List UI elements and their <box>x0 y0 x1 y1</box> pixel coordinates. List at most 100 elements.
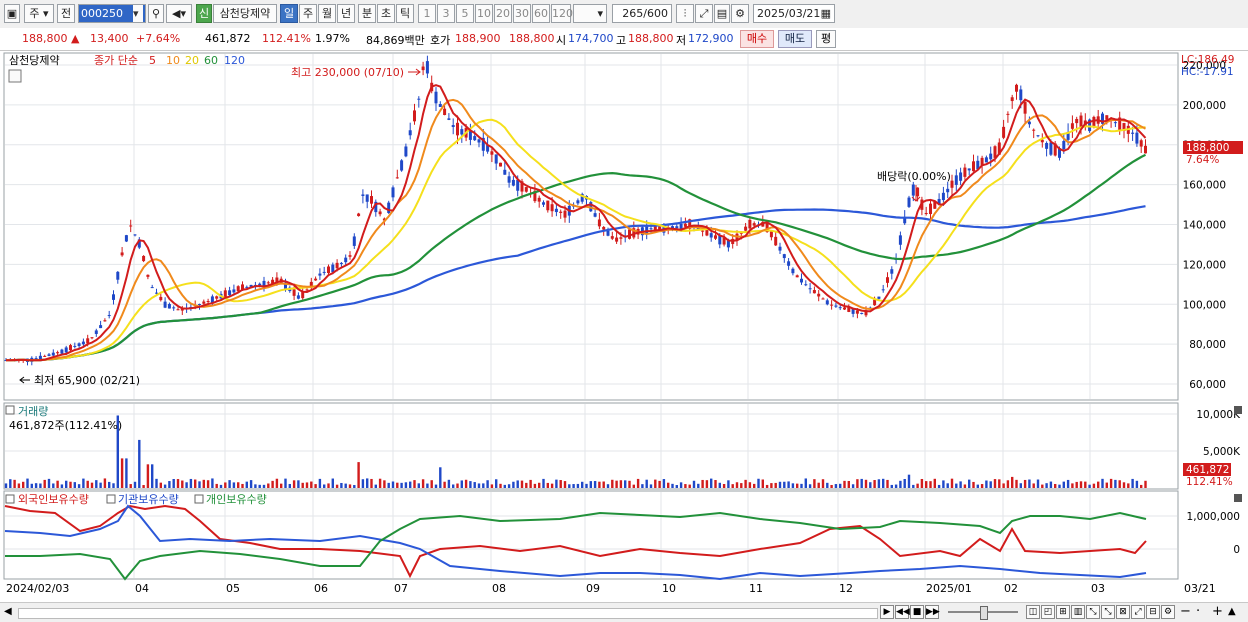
volume-bar <box>606 484 610 488</box>
volume-bar <box>585 483 588 488</box>
rewind-icon[interactable]: ◀◀ <box>895 605 910 619</box>
sell-button[interactable]: 매도 <box>778 30 812 48</box>
scroll-left-icon[interactable]: ◀ <box>4 606 12 617</box>
candle-body <box>821 298 825 300</box>
volume-bar <box>65 480 68 488</box>
volume-bar <box>473 482 476 488</box>
candle-type-icon[interactable]: ⫶ <box>676 4 694 23</box>
scroll-right-icon[interactable]: ▶ <box>880 605 894 619</box>
volume-bar <box>611 479 614 488</box>
period-minute-button[interactable]: 분 <box>358 4 376 23</box>
zoom-slider-handle[interactable] <box>980 606 988 620</box>
interval-30-button[interactable]: 30 <box>513 4 531 23</box>
current-price-tag <box>1183 141 1243 154</box>
tool-1-icon[interactable]: ◫ <box>1026 605 1040 619</box>
zoom-reset-icon[interactable]: · <box>1196 604 1201 619</box>
candle-body <box>550 204 554 212</box>
zoom-out-icon[interactable]: − <box>1180 604 1191 619</box>
volume-bar <box>774 482 777 488</box>
candle-body <box>653 225 657 231</box>
period-prefix-button[interactable]: 전 <box>57 4 75 23</box>
candle-body <box>705 229 709 236</box>
stock-chart[interactable]: 2024/02/03 04 05 06 07 08 09 10 11 12 2025/01 02 032… <box>0 51 1248 603</box>
interval-1-button[interactable]: 1 <box>418 4 436 23</box>
candle-body <box>486 144 490 152</box>
volume-bar <box>52 483 55 488</box>
period-week-button[interactable]: 주 <box>299 4 317 23</box>
tool-10-icon[interactable]: ⚙ <box>1161 605 1175 619</box>
candle-body <box>580 193 584 202</box>
candle-body <box>1122 123 1126 131</box>
bottom-scrollbar[interactable]: ◀ ▶ ◀◀ ■ ▶▶ ◫ ◰ ⊞ ▥ ⤡ ⤡ ⊠ ⤢ ⊟ ⚙ − · + ▲ <box>0 602 1248 622</box>
stock-code-input[interactable]: 000250 ▾ <box>78 4 146 23</box>
candle-body <box>245 286 249 288</box>
zoom-in-icon[interactable]: + <box>1212 604 1223 619</box>
interval-10-button[interactable]: 10 <box>475 4 493 23</box>
period-second-button[interactable]: 초 <box>377 4 395 23</box>
gear-icon[interactable]: ⚙ <box>731 4 749 23</box>
speaker-icon[interactable]: ◀▾ <box>166 4 192 23</box>
volume-panel-close-icon[interactable] <box>1234 406 1242 414</box>
interval-dropdown[interactable]: ▾ <box>573 4 607 23</box>
tool-4-icon[interactable]: ▥ <box>1071 605 1085 619</box>
volume-bar <box>404 482 408 488</box>
tool-8-icon[interactable]: ⤢ <box>1131 605 1145 619</box>
interval-3-button[interactable]: 3 <box>437 4 455 23</box>
volume-panel[interactable] <box>3 402 1179 490</box>
market-type-select[interactable]: 주 ▾ <box>24 4 54 23</box>
stop-icon[interactable]: ■ <box>910 605 924 619</box>
volume-bar <box>593 481 597 488</box>
tool-9-icon[interactable]: ⊟ <box>1146 605 1160 619</box>
volume-bar <box>735 482 739 488</box>
tool-6-icon[interactable]: ⤡ <box>1101 605 1115 619</box>
interval-60-button[interactable]: 60 <box>532 4 550 23</box>
period-month-button[interactable]: 월 <box>318 4 336 23</box>
tool-3-icon[interactable]: ⊞ <box>1056 605 1070 619</box>
calendar-icon[interactable]: ▦ <box>820 7 831 20</box>
volume-panel-toggle-icon[interactable] <box>5 405 15 415</box>
date-input[interactable]: 2025/03/21 ▦ <box>753 4 835 23</box>
legend-institution-toggle-icon[interactable] <box>106 494 116 504</box>
candle-body <box>963 167 967 177</box>
market-type-label: 주 <box>29 7 40 20</box>
eval-button[interactable]: 평 <box>816 30 836 48</box>
tool-2-icon[interactable]: ◰ <box>1041 605 1055 619</box>
volume-bar <box>912 484 915 488</box>
tool-5-icon[interactable]: ⤡ <box>1086 605 1100 619</box>
period-day-button[interactable]: 일 <box>280 4 298 23</box>
volume-bar <box>1075 481 1078 488</box>
layout-icon[interactable]: ▣ <box>4 4 20 23</box>
volume-bar <box>507 484 511 488</box>
candle-body <box>301 291 305 299</box>
buy-button[interactable]: 매수 <box>740 30 774 48</box>
volume-bar <box>1140 484 1143 488</box>
tool-7-icon[interactable]: ⊠ <box>1116 605 1130 619</box>
legend-individual-toggle-icon[interactable] <box>194 494 204 504</box>
candle-body <box>124 235 128 242</box>
holdings-panel-toggle-icon[interactable] <box>5 494 15 504</box>
interval-20-button[interactable]: 20 <box>494 4 512 23</box>
search-icon[interactable]: ⚲ <box>148 4 164 23</box>
fast-forward-icon[interactable]: ▶▶ <box>925 605 940 619</box>
draw-tool-icon[interactable]: ⤢ <box>695 4 713 23</box>
period-tick-button[interactable]: 틱 <box>396 4 414 23</box>
candle-body <box>1002 126 1006 138</box>
date-value: 2025/03/21 <box>757 7 821 20</box>
holdings-panel[interactable] <box>3 490 1179 580</box>
scroll-end-icon[interactable]: ▲ <box>1228 606 1236 617</box>
scroll-track[interactable] <box>18 608 878 619</box>
candle-body <box>795 275 799 278</box>
table-icon[interactable] <box>8 69 22 83</box>
volume-bar <box>202 479 205 488</box>
candle-body <box>382 218 386 221</box>
volume-bar <box>1041 484 1044 488</box>
candle-body <box>554 208 558 213</box>
quote-bar: 188,800 ▲ 13,400 +7.64% 461,872 112.41% … <box>0 28 1248 51</box>
holdings-panel-close-icon[interactable] <box>1234 494 1242 502</box>
save-icon[interactable]: ▤ <box>714 4 730 23</box>
period-year-button[interactable]: 년 <box>337 4 355 23</box>
interval-120-button[interactable]: 120 <box>551 4 573 23</box>
count-input[interactable]: 265/600 <box>612 4 672 23</box>
interval-5-button[interactable]: 5 <box>456 4 474 23</box>
chart-toolbar: ▣ 주 ▾ 전 000250 ▾ ⚲ ◀▾ 신 삼천당제약 일 주 월 년 분 초… <box>0 0 1248 29</box>
